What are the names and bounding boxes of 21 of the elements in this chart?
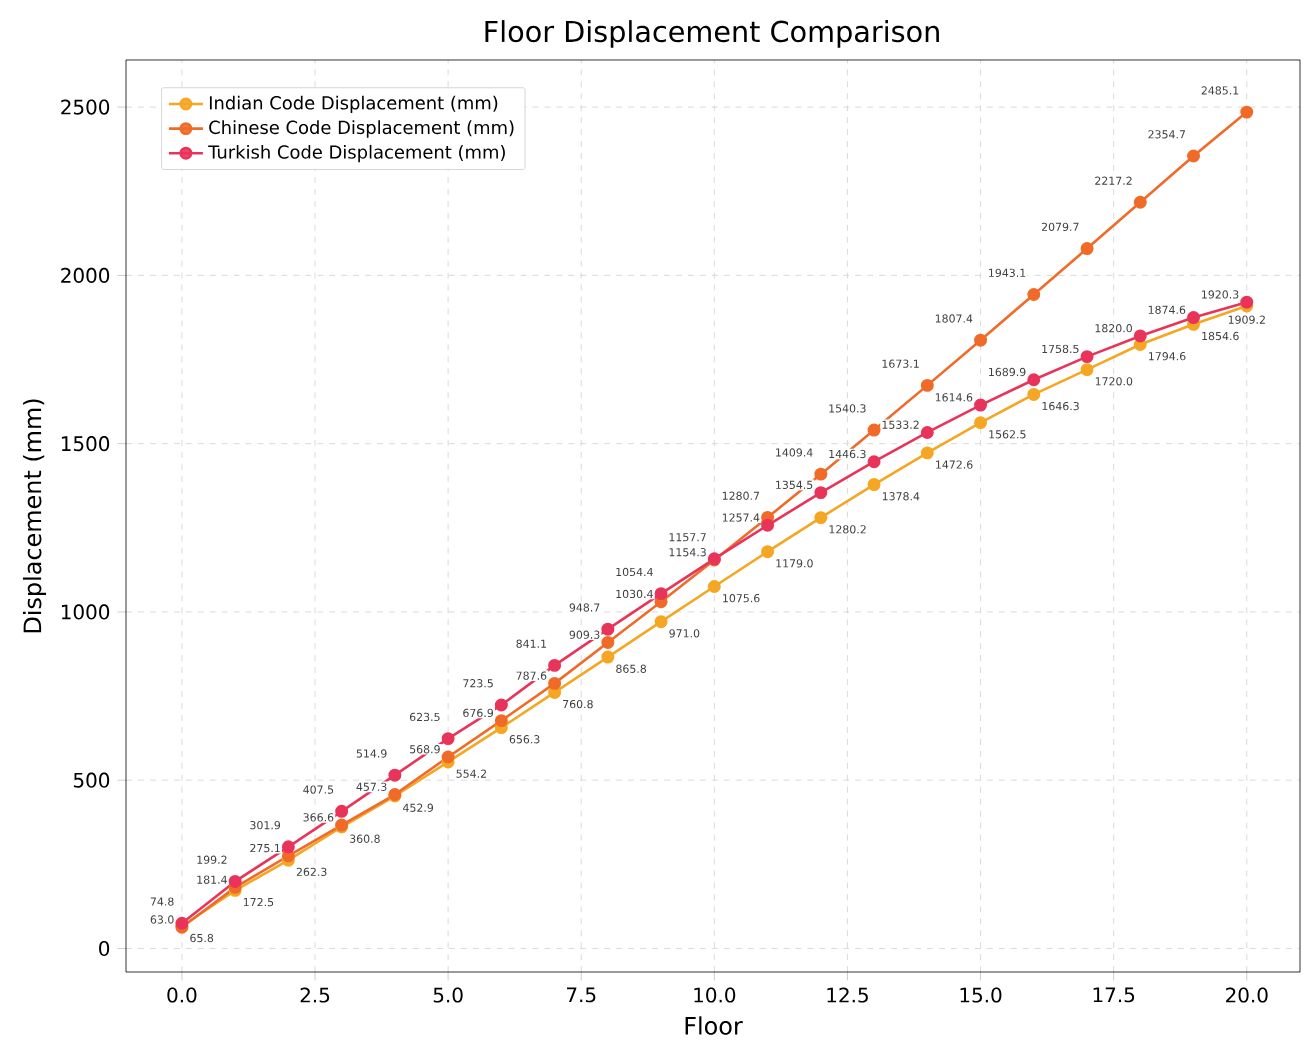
y-tick-label: 2000 — [61, 267, 110, 283]
y-tick-label: 0 — [99, 940, 110, 956]
x-tick-label: 0.0 — [167, 987, 197, 1003]
x-tick-label: 7.5 — [567, 987, 596, 1003]
x-tick-label: 5.0 — [433, 987, 463, 1003]
legend-label: Turkish Code Displacement (mm) — [208, 144, 505, 163]
y-tick-label: 2500 — [61, 99, 110, 115]
x-tick-label: 12.5 — [827, 987, 868, 1003]
x-tick-label: 2.5 — [300, 987, 330, 1003]
y-tick-label: 500 — [73, 772, 110, 788]
x-axis-title: Floor — [685, 1016, 743, 1035]
y-tick-label: 1000 — [61, 604, 110, 620]
y-axis-title: Displacement (mm) — [22, 399, 47, 633]
chart-title: Floor Displacement Comparison — [485, 20, 939, 48]
x-tick-label: 20.0 — [1226, 987, 1268, 1003]
x-tick-label: 15.0 — [960, 987, 1002, 1003]
x-tick-label: 17.5 — [1093, 987, 1135, 1003]
legend-label: Chinese Code Displacement (mm) — [209, 120, 514, 138]
x-tick-label: 10.0 — [694, 987, 736, 1003]
legend-label: Indian Code Displacement (mm) — [209, 95, 498, 114]
y-tick-label: 1500 — [61, 436, 110, 452]
